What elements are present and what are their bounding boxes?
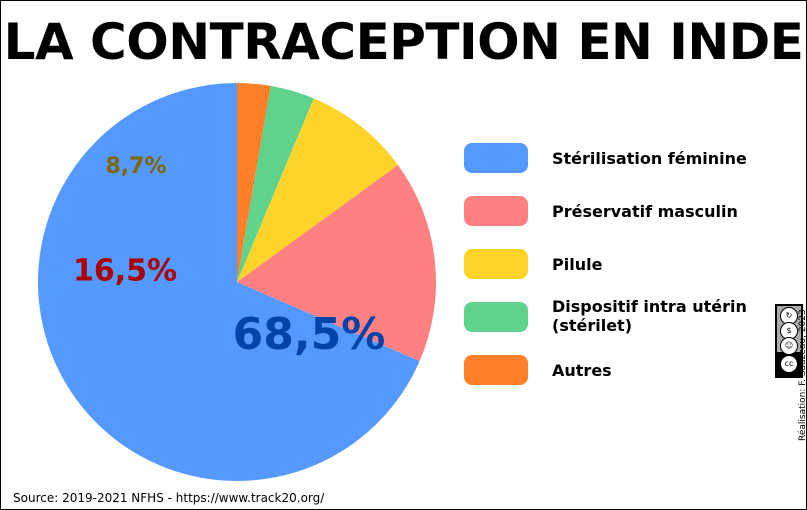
legend-label-autres: Autres (552, 361, 612, 380)
cc-by-icon: ☺ (780, 337, 798, 355)
slice-preservatif (237, 165, 437, 362)
legend-label-preservatif: Préservatif masculin (552, 202, 738, 221)
slice-sterilet (237, 85, 314, 283)
data-label-pilule: 8,7% (105, 154, 166, 179)
legend-item-preservatif: Préservatif masculin (464, 196, 784, 228)
slice-pilule (237, 98, 398, 282)
legend-label-sterilet-line1: Dispositif intra utérin (552, 297, 747, 316)
slice-autres (237, 83, 271, 282)
legend-item-autres: Autres (464, 355, 784, 387)
legend-swatch-pilule (464, 249, 528, 279)
legend-swatch-autres (464, 355, 528, 385)
credit-text: Réalisation: F. Sauzeau, 2023 (798, 309, 807, 441)
slice-sterilisation (37, 83, 420, 481)
legend-swatch-sterilisation (464, 143, 528, 173)
legend-item-sterilisation: Stérilisation féminine (464, 143, 784, 175)
chart-title: LA CONTRACEPTION EN INDE (3, 13, 804, 71)
legend-label-sterilisation: Stérilisation féminine (552, 149, 747, 168)
data-label-preservatif: 16,5% (73, 254, 177, 289)
legend-label-sterilet-line2: (stérilet) (552, 316, 633, 335)
cc-icon: cc (780, 355, 798, 373)
legend-swatch-preservatif (464, 196, 528, 226)
cc-by-nc-sa-icon: ↻ $ ☺ cc (775, 304, 803, 378)
legend-item-sterilet: Dispositif intra utérin (stérilet) (464, 297, 784, 342)
legend-label-pilule: Pilule (552, 255, 603, 274)
legend-item-pilule: Pilule (464, 249, 784, 281)
legend-swatch-sterilet (464, 302, 528, 332)
data-label-sterilisation: 68,5% (233, 309, 386, 360)
source-text: Source: 2019-2021 NFHS - https://www.tra… (13, 491, 325, 505)
